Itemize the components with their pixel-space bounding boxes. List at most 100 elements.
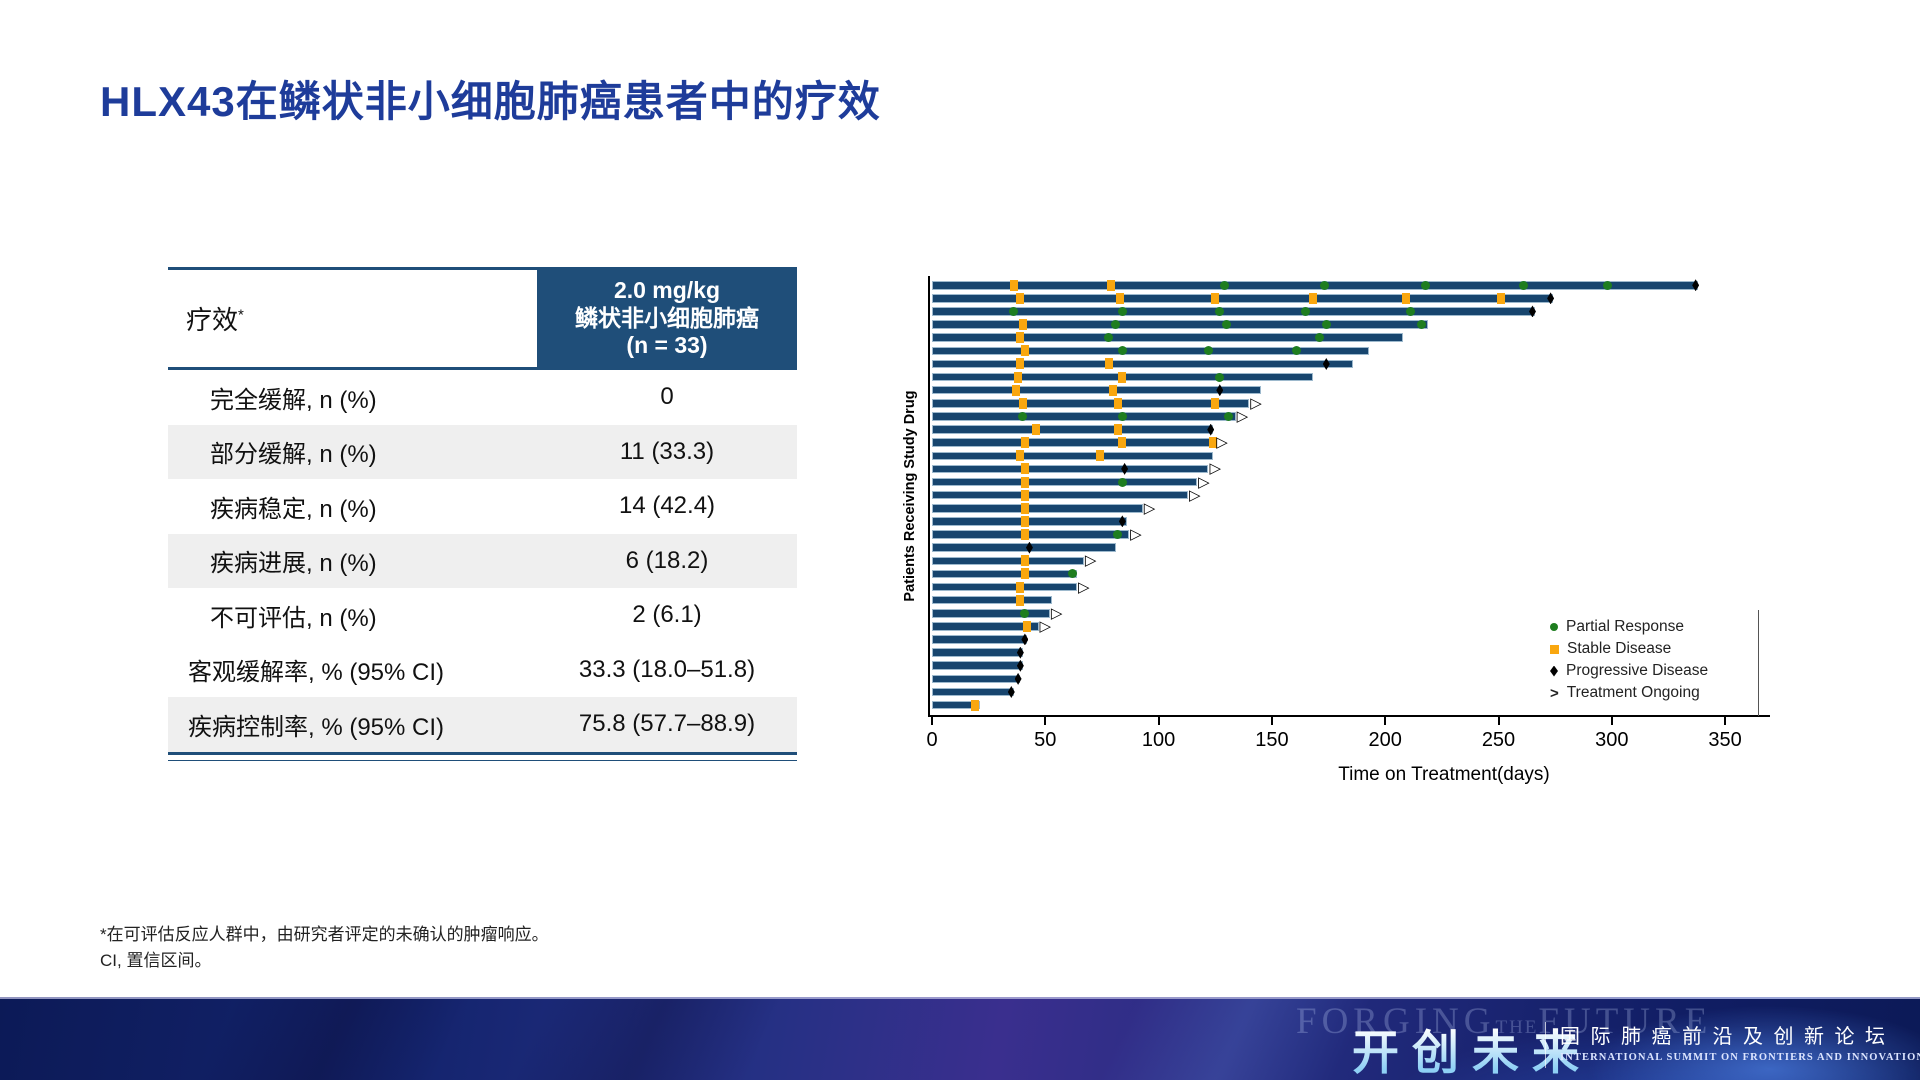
patient-bar (932, 517, 1127, 526)
patient-bar (932, 661, 1023, 670)
stable-disease-marker (1020, 476, 1029, 488)
patient-bar (932, 307, 1535, 316)
legend-pr-icon (1550, 623, 1558, 631)
patient-bar (932, 320, 1429, 329)
stable-disease-marker (1020, 463, 1029, 475)
x-axis-tick (1270, 717, 1273, 725)
progressive-disease-marker (1007, 685, 1015, 698)
table-row: 疾病进展, n (%) 6 (18.2) (168, 533, 797, 588)
efficacy-footnote-mark: * (238, 306, 244, 324)
partial-response-marker (1321, 320, 1331, 330)
table-row: 不可评估, n (%) 2 (6.1) (168, 588, 797, 643)
treatment-ongoing-arrow: ▷ (1216, 433, 1228, 452)
partial-response-marker (1405, 306, 1415, 316)
stable-disease-marker (971, 699, 980, 711)
stable-disease-marker (1016, 292, 1025, 304)
stable-disease-marker (1016, 581, 1025, 593)
watermark-the: THE (1495, 1017, 1538, 1038)
patient-bar (932, 425, 1213, 434)
row-label: 疾病稳定, n (%) (210, 495, 377, 523)
table-column-header: 2.0 mg/kg 鳞状非小细胞肺癌 (n = 33) (537, 267, 797, 370)
footnote-1: *在可评估反应人群中，由研究者评定的未确认的肿瘤响应。 (100, 925, 549, 944)
partial-response-marker (1203, 346, 1213, 356)
x-axis-tick-label: 200 (1368, 729, 1402, 751)
progressive-disease-marker (1207, 423, 1215, 436)
table-row: 疾病控制率, % (95% CI) 75.8 (57.7–88.9) (168, 697, 797, 752)
x-axis-line (928, 715, 1770, 717)
stable-disease-marker (1023, 620, 1032, 632)
treatment-ongoing-arrow: ▷ (1209, 459, 1221, 478)
patient-bar (932, 464, 1209, 474)
summit-title-en: INTERNATIONAL SUMMIT ON FRONTIERS AND IN… (1560, 1052, 1920, 1063)
progressive-disease-marker (1118, 515, 1126, 528)
partial-response-marker (1292, 346, 1302, 356)
footer-divider (1545, 1022, 1546, 1068)
partial-response-marker (1117, 306, 1127, 316)
partial-response-marker (1301, 306, 1311, 316)
patient-bar (932, 477, 1198, 487)
stable-disease-marker (1208, 437, 1217, 449)
x-axis-tick-label: 350 (1708, 729, 1742, 751)
y-axis-label: Patients Receiving Study Drug (902, 390, 918, 602)
patient-bar (932, 530, 1130, 539)
partial-response-marker (1224, 411, 1234, 421)
page-title: HLX43在鳞状非小细胞肺癌患者中的疗效 (100, 78, 881, 125)
x-axis-label: Time on Treatment(days) (1338, 764, 1550, 785)
legend-item: Stable Disease (1550, 638, 1671, 660)
partial-response-marker (1222, 320, 1232, 330)
patient-bar (932, 595, 1053, 605)
patient-bar (932, 687, 1014, 697)
stable-disease-marker (1109, 384, 1118, 396)
footer-band (0, 997, 1920, 1080)
x-axis-tick-label: 300 (1595, 729, 1629, 751)
dose-line: 2.0 mg/kg (613, 277, 721, 304)
treatment-ongoing-arrow: ▷ (1236, 406, 1249, 425)
partial-response-marker (1215, 372, 1225, 382)
plot-right-border (1758, 610, 1759, 716)
x-axis-tick (1497, 717, 1500, 725)
patient-bar (932, 648, 1023, 657)
row-value: 11 (33.3) (619, 437, 715, 465)
x-axis-tick (1044, 717, 1047, 725)
partial-response-marker (1416, 320, 1426, 330)
stable-disease-marker (1014, 371, 1023, 383)
table-row: 疾病稳定, n (%) 14 (42.4) (168, 479, 797, 534)
table-row: 完全缓解, n (%) 0 (168, 370, 797, 425)
legend-sd-icon (1550, 644, 1559, 654)
row-label: 疾病控制率, % (95% CI) (188, 713, 445, 741)
row-value: 6 (18.2) (625, 546, 709, 574)
stable-disease-marker (1118, 371, 1127, 383)
patient-bar (932, 556, 1084, 566)
legend-pd-icon (1550, 665, 1558, 677)
stable-disease-marker (1113, 397, 1122, 409)
x-axis-tick (1384, 717, 1387, 725)
stable-disease-marker (1308, 292, 1317, 304)
summit-title-cn: 国际肺癌前沿及创新论坛 (1560, 1026, 1896, 1048)
partial-response-marker (1104, 333, 1114, 343)
patient-bar (932, 622, 1039, 631)
stable-disease-marker (1020, 568, 1029, 580)
stable-disease-marker (1032, 424, 1041, 436)
x-axis-tick-label: 100 (1141, 729, 1176, 751)
stable-disease-marker (1018, 319, 1027, 331)
treatment-ongoing-arrow: ▷ (1189, 485, 1201, 504)
x-axis-tick (1610, 717, 1613, 725)
legend-label: Stable Disease (1567, 640, 1672, 657)
stable-disease-marker (1016, 358, 1025, 370)
partial-response-marker (1111, 320, 1121, 330)
partial-response-marker (1009, 306, 1019, 316)
stable-disease-marker (1009, 279, 1018, 291)
stable-disease-marker (1020, 555, 1029, 567)
partial-response-marker (1215, 306, 1225, 316)
treatment-ongoing-arrow: ▷ (1084, 551, 1097, 570)
legend-item: Partial Response (1550, 616, 1684, 638)
table-row: 客观缓解率, % (95% CI) 33.3 (18.0–51.8) (168, 643, 797, 698)
partial-response-marker (1018, 411, 1028, 421)
footer-watermark: FORGINGTHEFUTURE (1296, 1000, 1712, 1043)
patient-bar (932, 569, 1078, 579)
n-line: (n = 33) (626, 332, 708, 359)
patient-bar (932, 412, 1236, 421)
patient-bar (932, 635, 1028, 644)
stable-disease-marker (1016, 332, 1025, 344)
footnote-2: CI, 置信区间。 (100, 951, 212, 970)
